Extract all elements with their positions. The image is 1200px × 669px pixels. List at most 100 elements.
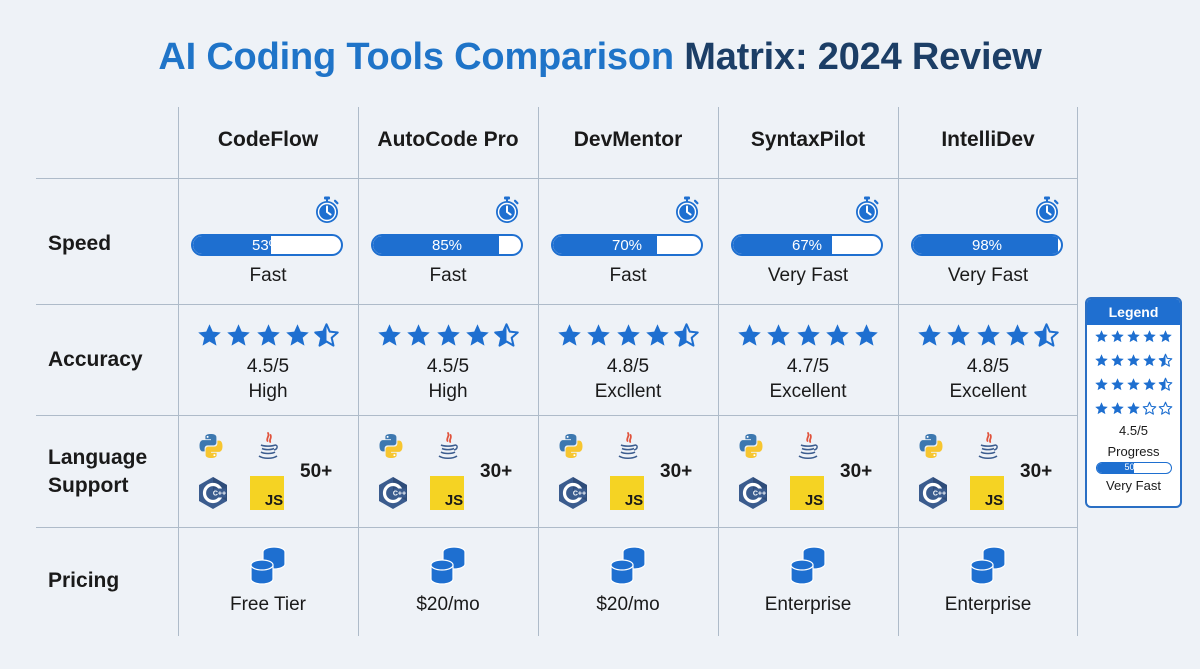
full-star-icon xyxy=(198,324,221,346)
full-star-icon xyxy=(286,324,309,346)
grid-line xyxy=(718,107,719,636)
full-star-icon xyxy=(767,324,790,346)
speed-progress-bar: 67% xyxy=(731,234,883,256)
grid-line xyxy=(898,107,899,636)
pricing-label: $20/mo xyxy=(416,594,480,615)
full-star-icon xyxy=(1094,378,1108,391)
full-star-icon xyxy=(1143,378,1156,391)
grid-line xyxy=(36,415,1077,416)
grid-line xyxy=(178,107,179,636)
full-star-icon xyxy=(558,324,581,346)
python-icon xyxy=(918,433,944,464)
stopwatch-icon xyxy=(494,196,520,224)
row-label-pricing: Pricing xyxy=(48,569,120,592)
accuracy-stars xyxy=(358,322,538,349)
java-icon xyxy=(257,431,279,466)
cpp-icon: C++ xyxy=(737,476,769,515)
full-star-icon xyxy=(1111,354,1124,367)
svg-text:JS: JS xyxy=(625,492,643,509)
half-star-icon xyxy=(494,323,520,347)
svg-text:C++: C++ xyxy=(753,491,766,498)
speed-label: Fast xyxy=(249,265,287,286)
full-star-icon xyxy=(466,324,489,346)
page-title: AI Coding Tools Comparison Matrix: 2024 … xyxy=(0,36,1200,79)
full-star-icon xyxy=(616,324,640,346)
legend-title: Legend xyxy=(1087,299,1180,325)
full-star-icon xyxy=(796,324,820,346)
half-star-icon xyxy=(314,323,340,347)
stopwatch-icon xyxy=(674,196,700,224)
python-icon xyxy=(378,433,404,464)
accuracy-stars xyxy=(718,322,898,349)
accuracy-label: High xyxy=(248,381,288,402)
grid-line xyxy=(36,178,1077,179)
speed-percent-text: 67% xyxy=(791,237,823,254)
full-star-icon xyxy=(738,324,761,346)
legend-star-row xyxy=(1087,401,1180,421)
stopwatch-icon xyxy=(314,196,340,224)
full-star-icon xyxy=(1143,330,1156,343)
speed-label: Fast xyxy=(429,265,467,286)
legend-progress-bar: 50% xyxy=(1095,462,1172,474)
half-star-icon xyxy=(674,323,700,347)
svg-text:C++: C++ xyxy=(933,491,946,498)
cpp-icon: C++ xyxy=(377,476,409,515)
grid-line xyxy=(1077,107,1078,636)
page-title-part1: AI Coding Tools Comparison xyxy=(158,36,674,78)
column-header-tool: DevMentor xyxy=(573,128,683,151)
full-star-icon xyxy=(1094,354,1108,367)
coins-icon xyxy=(608,545,648,585)
pricing-label: $20/mo xyxy=(596,594,660,615)
grid-line xyxy=(358,107,359,636)
full-star-icon xyxy=(1159,330,1173,343)
full-star-icon xyxy=(407,324,430,346)
speed-progress-fill xyxy=(733,236,833,254)
full-star-icon xyxy=(918,324,941,346)
full-star-icon xyxy=(947,324,970,346)
svg-text:C++: C++ xyxy=(213,491,226,498)
accuracy-rating: 4.8/5 xyxy=(966,356,1010,377)
full-star-icon xyxy=(1127,402,1140,415)
speed-progress-fill xyxy=(553,236,657,254)
empty-star-icon xyxy=(1159,401,1173,415)
cpp-icon: C++ xyxy=(197,476,229,515)
speed-percent-text: 85% xyxy=(431,237,463,254)
full-star-icon xyxy=(587,324,610,346)
column-header-tool: CodeFlow xyxy=(217,128,319,151)
language-count: 30+ xyxy=(480,461,513,482)
coins-icon xyxy=(968,545,1008,585)
svg-text:C++: C++ xyxy=(573,491,586,498)
row-label-language-line1: Language xyxy=(48,446,148,469)
pricing-label: Enterprise xyxy=(764,594,852,615)
accuracy-label: Excellent xyxy=(769,381,847,402)
half-star-icon xyxy=(1034,323,1060,347)
full-star-icon xyxy=(826,324,849,346)
speed-progress-fill xyxy=(373,236,499,254)
speed-progress-fill xyxy=(193,236,272,254)
python-icon xyxy=(558,433,584,464)
java-icon xyxy=(437,431,459,466)
accuracy-rating: 4.7/5 xyxy=(786,356,830,377)
full-star-icon xyxy=(1006,324,1029,346)
svg-text:JS: JS xyxy=(265,492,283,509)
accuracy-stars xyxy=(538,322,718,349)
speed-progress-bar: 98% xyxy=(911,234,1063,256)
speed-percent-text: 98% xyxy=(971,237,1003,254)
full-star-icon xyxy=(256,324,280,346)
full-star-icon xyxy=(436,324,460,346)
legend-speed-label: Very Fast xyxy=(1106,478,1161,493)
pricing-label: Enterprise xyxy=(944,594,1032,615)
legend-box: Legend 4.5/5 Progress 50% Very Fast xyxy=(1085,297,1182,508)
accuracy-stars xyxy=(898,322,1078,349)
svg-text:C++: C++ xyxy=(393,491,406,498)
java-icon xyxy=(977,431,999,466)
language-count: 30+ xyxy=(840,461,873,482)
svg-text:JS: JS xyxy=(445,492,463,509)
full-star-icon xyxy=(1143,354,1156,367)
speed-progress-bar: 70% xyxy=(551,234,703,256)
cpp-icon: C++ xyxy=(557,476,589,515)
accuracy-label: Excllent xyxy=(594,381,662,402)
half-star-icon xyxy=(1159,377,1173,391)
grid-line xyxy=(538,107,539,636)
